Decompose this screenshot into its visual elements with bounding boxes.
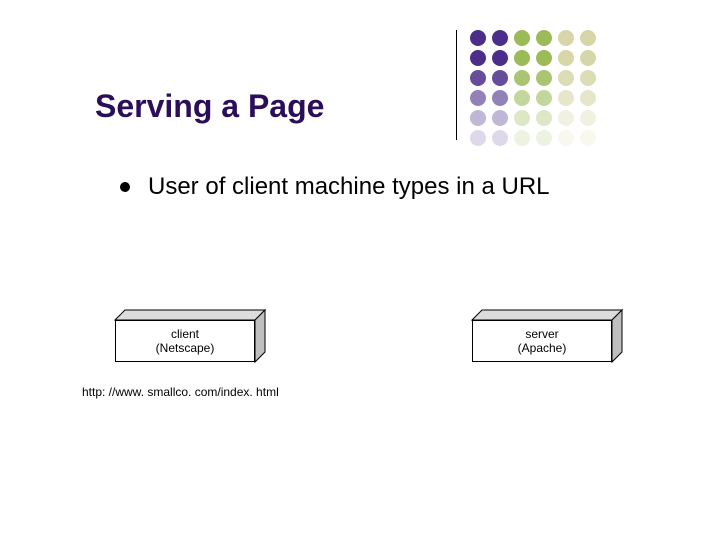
grid-dot: [492, 30, 508, 46]
grid-dot: [470, 90, 486, 106]
grid-dot: [536, 110, 552, 126]
bullet-dot-icon: [120, 182, 130, 192]
grid-dot: [514, 50, 530, 66]
grid-dot: [558, 50, 574, 66]
grid-dot: [492, 110, 508, 126]
grid-dot: [514, 130, 530, 146]
grid-dot: [492, 70, 508, 86]
slide: { "layout": { "canvas": { "w": 720, "h":…: [0, 0, 720, 540]
server-label-1: server: [525, 327, 558, 341]
grid-dot: [492, 130, 508, 146]
grid-dot: [536, 90, 552, 106]
server-box: server (Apache): [472, 310, 622, 362]
grid-dot: [536, 30, 552, 46]
grid-dot: [558, 30, 574, 46]
grid-dot: [492, 50, 508, 66]
grid-dot: [558, 110, 574, 126]
grid-dot: [580, 30, 596, 46]
grid-dot: [470, 110, 486, 126]
client-box: client (Netscape): [115, 310, 265, 362]
client-box-front: client (Netscape): [115, 320, 255, 362]
grid-dot: [514, 70, 530, 86]
grid-dot: [580, 90, 596, 106]
client-label-2: (Netscape): [156, 341, 215, 355]
bullet-item: User of client machine types in a URL: [120, 173, 550, 201]
client-label-1: client: [171, 327, 199, 341]
grid-dot: [580, 50, 596, 66]
url-example: http: //www. smallco. com/index. html: [82, 385, 279, 399]
grid-dot: [580, 70, 596, 86]
slide-title: Serving a Page: [95, 88, 324, 125]
grid-dot: [470, 50, 486, 66]
grid-dot: [558, 90, 574, 106]
grid-dot: [580, 110, 596, 126]
server-box-front: server (Apache): [472, 320, 612, 362]
grid-dot: [514, 110, 530, 126]
grid-dot: [580, 130, 596, 146]
grid-dot: [536, 130, 552, 146]
title-divider: [456, 30, 457, 140]
grid-dot: [470, 130, 486, 146]
corner-dot-grid: [470, 30, 602, 150]
bullet-text: User of client machine types in a URL: [148, 173, 550, 201]
server-label-2: (Apache): [518, 341, 567, 355]
grid-dot: [470, 70, 486, 86]
grid-dot: [536, 50, 552, 66]
grid-dot: [558, 70, 574, 86]
grid-dot: [536, 70, 552, 86]
grid-dot: [514, 90, 530, 106]
grid-dot: [514, 30, 530, 46]
grid-dot: [492, 90, 508, 106]
grid-dot: [558, 130, 574, 146]
grid-dot: [470, 30, 486, 46]
